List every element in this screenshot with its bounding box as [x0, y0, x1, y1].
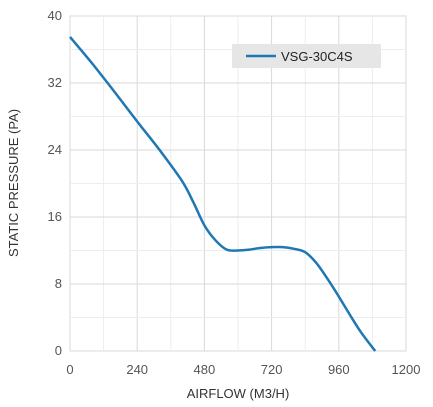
x-tick-label: 0 [66, 362, 73, 377]
y-tick-label: 40 [48, 8, 62, 23]
y-tick-label: 32 [48, 75, 62, 90]
series-layer [69, 36, 377, 352]
x-tick-label: 960 [328, 362, 350, 377]
y-tick-label: 8 [55, 276, 62, 291]
x-tick-label: 240 [126, 362, 148, 377]
y-tick-labels: 0 8 16 24 32 40 [48, 8, 62, 358]
y-axis-title: STATIC PRESSURE (PA) [6, 109, 21, 257]
y-tick-label: 24 [48, 142, 62, 157]
legend-label-vsg-30c4s: VSG-30C4S [281, 49, 353, 64]
x-tick-label: 480 [194, 362, 216, 377]
series-line-vsg-30c4s [69, 36, 377, 352]
y-tick-label: 16 [48, 209, 62, 224]
x-tick-label: 1200 [392, 362, 421, 377]
y-tick-label: 0 [55, 343, 62, 358]
x-tick-label: 720 [261, 362, 283, 377]
legend: VSG-30C4S [232, 44, 381, 68]
x-tick-labels: 0 240 480 720 960 1200 [66, 362, 420, 377]
x-axis-title: AIRFLOW (M3/H) [187, 386, 290, 401]
